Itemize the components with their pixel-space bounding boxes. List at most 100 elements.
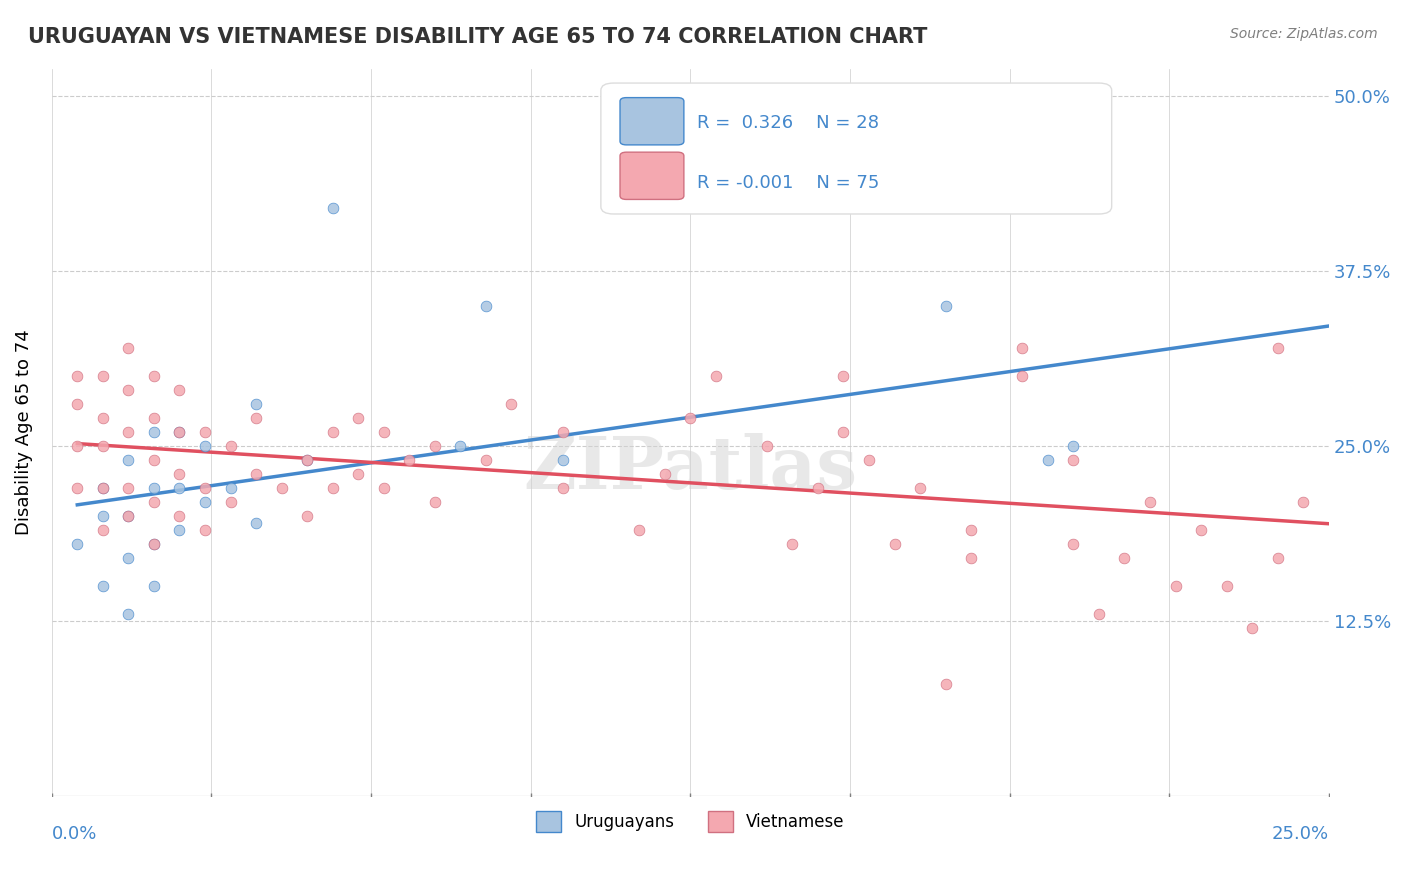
Y-axis label: Disability Age 65 to 74: Disability Age 65 to 74 <box>15 329 32 535</box>
Point <box>883 537 905 551</box>
Point <box>66 439 89 453</box>
Point <box>142 425 165 440</box>
Point <box>295 453 318 467</box>
Point <box>194 425 217 440</box>
Point <box>347 411 370 425</box>
Point <box>219 481 242 495</box>
Point <box>1062 453 1084 467</box>
Point <box>832 369 855 384</box>
Point <box>1241 621 1264 635</box>
Point <box>475 299 498 313</box>
Point <box>551 453 574 467</box>
Point <box>322 202 344 216</box>
Point <box>832 425 855 440</box>
Text: 25.0%: 25.0% <box>1271 825 1329 843</box>
Point <box>117 425 139 440</box>
Text: ZIPatlas: ZIPatlas <box>523 433 858 504</box>
Point <box>142 481 165 495</box>
Point <box>169 509 191 524</box>
Point <box>169 383 191 397</box>
Point <box>1036 453 1059 467</box>
Point <box>142 369 165 384</box>
Point <box>117 341 139 355</box>
Point <box>245 516 267 530</box>
Point <box>91 481 114 495</box>
Point <box>807 481 830 495</box>
Point <box>1267 551 1289 566</box>
Point <box>169 481 191 495</box>
Point <box>295 509 318 524</box>
Text: Source: ZipAtlas.com: Source: ZipAtlas.com <box>1230 27 1378 41</box>
Point <box>66 397 89 411</box>
Point <box>91 523 114 537</box>
Text: R = -0.001    N = 75: R = -0.001 N = 75 <box>696 175 879 193</box>
FancyBboxPatch shape <box>620 97 683 145</box>
Point <box>935 677 957 691</box>
Point <box>908 481 931 495</box>
Point <box>1088 607 1111 621</box>
Point <box>117 481 139 495</box>
Point <box>117 509 139 524</box>
Point <box>755 439 778 453</box>
Point <box>142 453 165 467</box>
Point <box>373 425 395 440</box>
Point <box>245 467 267 482</box>
Text: R =  0.326    N = 28: R = 0.326 N = 28 <box>696 114 879 132</box>
FancyBboxPatch shape <box>620 153 683 200</box>
Point <box>169 467 191 482</box>
Point <box>117 453 139 467</box>
Point <box>1139 495 1161 509</box>
Point <box>1011 369 1033 384</box>
Point <box>219 495 242 509</box>
Text: 0.0%: 0.0% <box>52 825 97 843</box>
Point <box>322 481 344 495</box>
Point <box>142 411 165 425</box>
Point <box>169 523 191 537</box>
Point <box>117 551 139 566</box>
Point <box>1215 579 1237 593</box>
Point <box>398 453 420 467</box>
Point <box>142 537 165 551</box>
Point <box>117 607 139 621</box>
Point <box>423 439 446 453</box>
Point <box>551 425 574 440</box>
Point <box>1164 579 1187 593</box>
Point <box>295 453 318 467</box>
Point <box>347 467 370 482</box>
Point <box>194 439 217 453</box>
Point <box>245 397 267 411</box>
Point <box>169 425 191 440</box>
Point <box>66 537 89 551</box>
Point <box>91 509 114 524</box>
Point <box>142 579 165 593</box>
Point <box>423 495 446 509</box>
Point <box>1189 523 1212 537</box>
Point <box>960 551 983 566</box>
Point <box>91 579 114 593</box>
Point <box>501 397 523 411</box>
Point <box>1114 551 1136 566</box>
Point <box>245 411 267 425</box>
Legend: Uruguayans, Vietnamese: Uruguayans, Vietnamese <box>529 805 851 838</box>
Point <box>1011 341 1033 355</box>
Point <box>66 481 89 495</box>
Point <box>322 425 344 440</box>
Point <box>91 481 114 495</box>
Point <box>194 523 217 537</box>
Point <box>142 537 165 551</box>
Point <box>1062 439 1084 453</box>
Point <box>449 439 471 453</box>
Point <box>219 439 242 453</box>
Point <box>935 299 957 313</box>
Point <box>704 369 727 384</box>
Point <box>628 523 651 537</box>
Point <box>782 537 804 551</box>
Point <box>169 425 191 440</box>
Text: URUGUAYAN VS VIETNAMESE DISABILITY AGE 65 TO 74 CORRELATION CHART: URUGUAYAN VS VIETNAMESE DISABILITY AGE 6… <box>28 27 928 46</box>
Point <box>270 481 292 495</box>
Point <box>1062 537 1084 551</box>
Point <box>91 411 114 425</box>
Point <box>551 481 574 495</box>
Point <box>1267 341 1289 355</box>
Point <box>475 453 498 467</box>
